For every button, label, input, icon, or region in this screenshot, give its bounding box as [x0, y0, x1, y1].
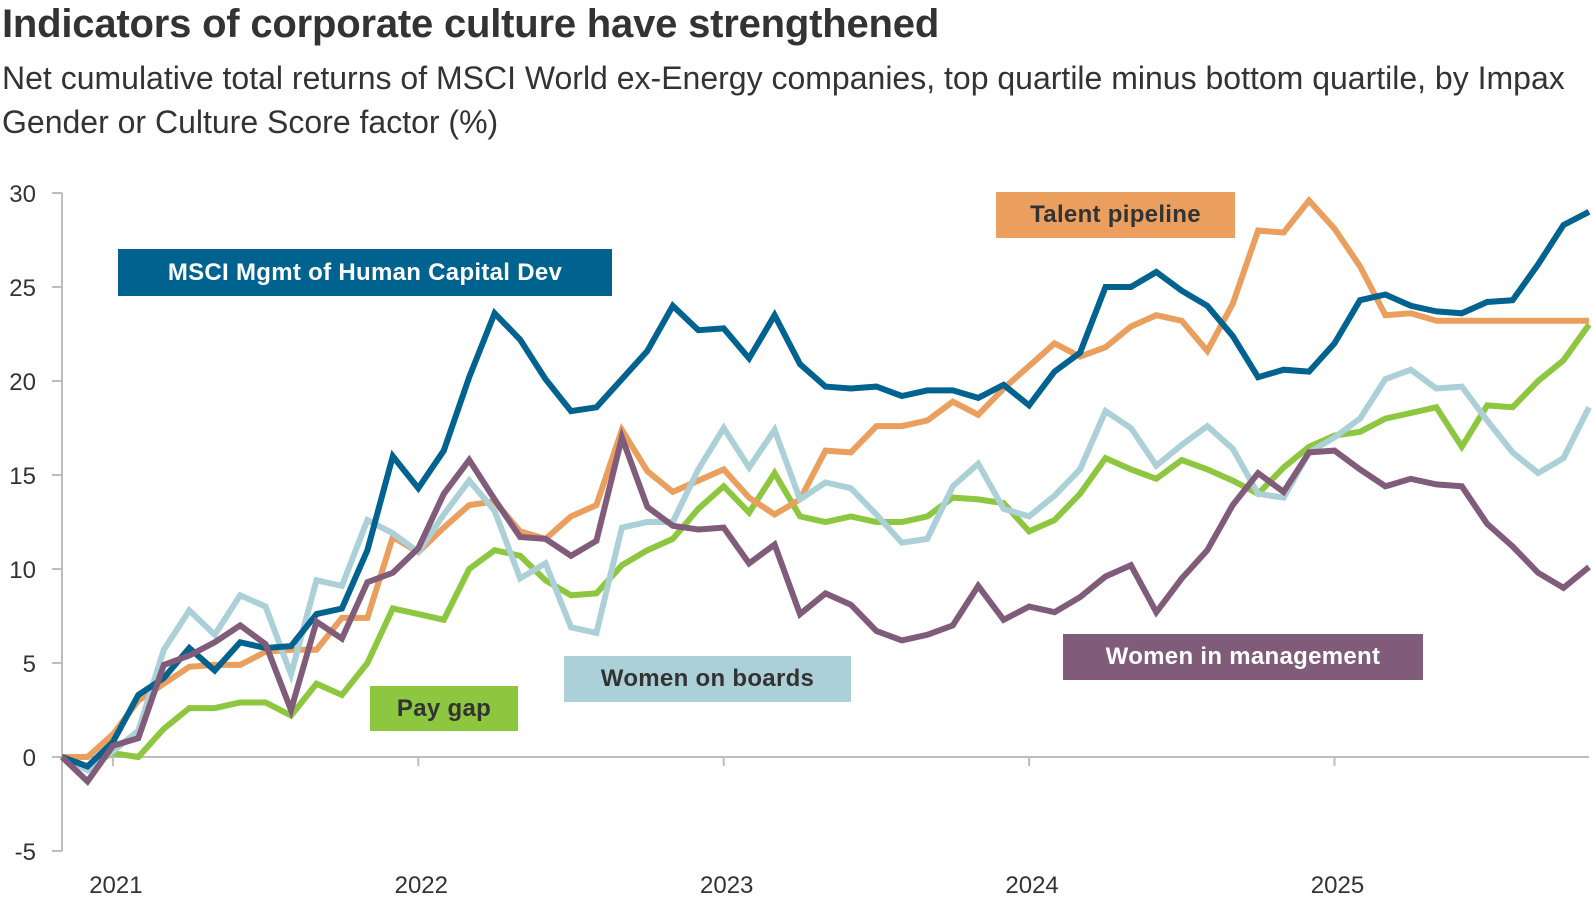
y-axis-ticks: 30 25 20 15 10 5 0 -5: [9, 181, 62, 866]
x-axis-ticks: 2021 2022 2023 2024 2025: [89, 757, 1364, 899]
y-tick-label: 30: [9, 181, 36, 208]
x-tick-label: 2022: [395, 872, 448, 899]
y-tick-label: 10: [9, 557, 36, 584]
y-tick-label: 0: [23, 745, 36, 772]
series-lines: [59, 195, 1592, 786]
series-line-talent-pipeline: [62, 195, 1589, 760]
y-tick-label: 15: [9, 463, 36, 490]
series-line-women-in-management: [59, 427, 1591, 786]
series-line-msci-mgmt-of-human-capital-dev: [60, 209, 1591, 770]
series-line-women-on-boards: [60, 366, 1592, 774]
series-label-pay-gap: Pay gap: [370, 686, 518, 731]
x-tick-label: 2023: [700, 872, 753, 899]
y-tick-label: 20: [9, 369, 36, 396]
x-tick-label: 2025: [1311, 872, 1364, 899]
series-label-women-on-boards: Women on boards: [564, 656, 851, 702]
y-tick-label: -5: [15, 839, 36, 866]
x-tick-label: 2024: [1005, 872, 1058, 899]
x-tick-label: 2021: [89, 872, 142, 899]
series-label-msci-human-capital: MSCI Mgmt of Human Capital Dev: [118, 249, 612, 296]
series-label-women-in-management: Women in management: [1063, 634, 1423, 680]
chart-subtitle: Net cumulative total returns of MSCI Wor…: [2, 60, 1565, 140]
y-tick-label: 5: [23, 651, 36, 678]
series-label-talent-pipeline: Talent pipeline: [996, 192, 1235, 238]
chart-title: Indicators of corporate culture have str…: [2, 2, 940, 46]
y-tick-label: 25: [9, 275, 36, 302]
